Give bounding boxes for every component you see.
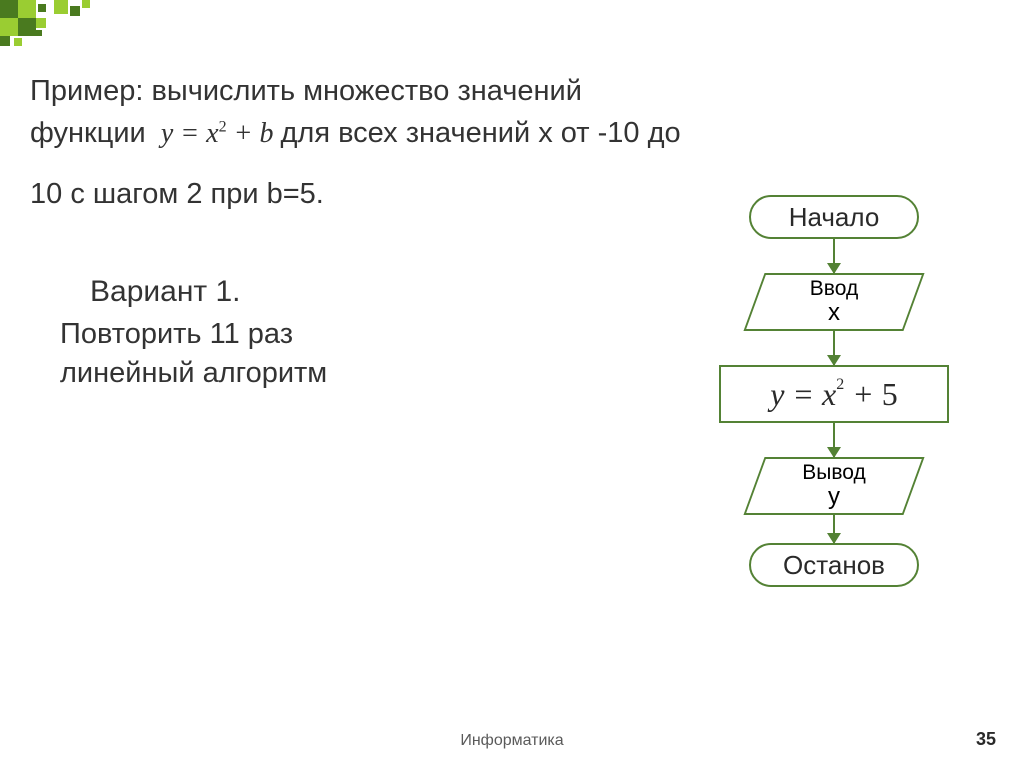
page-number: 35: [976, 729, 996, 750]
flow-arrow: [833, 515, 835, 543]
flow-input: Ввод x: [754, 273, 914, 331]
inline-formula: y = x2 + b: [154, 118, 281, 149]
flow-arrow: [833, 423, 835, 457]
flow-start: Начало: [749, 195, 919, 239]
flow-arrow: [833, 331, 835, 365]
flowchart: Начало Ввод x y = x2 + 5 Вывод y Останов: [704, 195, 964, 587]
flow-end: Останов: [749, 543, 919, 587]
flow-output: Вывод y: [754, 457, 914, 515]
task-line-2: функции y = x2 + b для всех значений х о…: [30, 112, 994, 155]
flow-arrow: [833, 239, 835, 273]
task-line-1: Пример: вычислить множество значений: [30, 70, 994, 112]
corner-decoration: [0, 0, 120, 60]
footer-text: Информатика: [0, 732, 1024, 750]
flow-process: y = x2 + 5: [719, 365, 949, 423]
task-text: Пример: вычислить множество значений фун…: [30, 70, 994, 215]
